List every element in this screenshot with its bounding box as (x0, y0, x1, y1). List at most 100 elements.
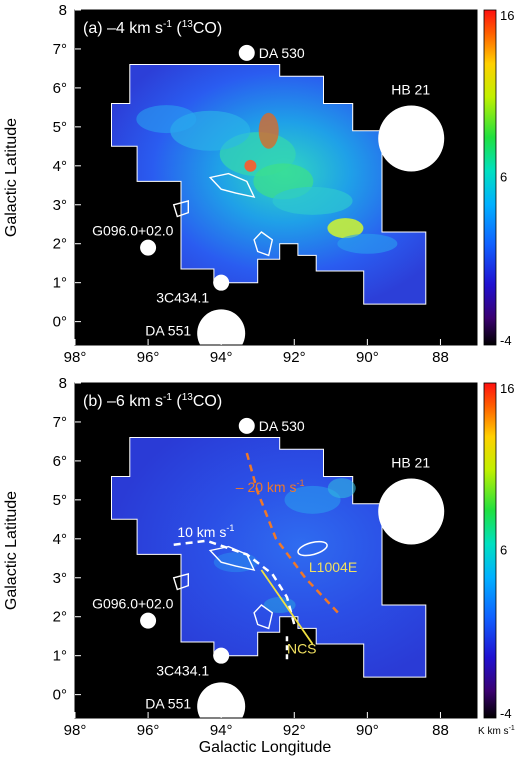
y-tick-label: 6° (53, 80, 67, 97)
panel-title: (b) –6 km s-1 (13CO) (83, 392, 222, 410)
x-tick-label: 90° (356, 349, 379, 366)
source-label: DA 551 (145, 695, 191, 711)
ncs-line (260, 569, 314, 645)
panel-title-iso: 13 (182, 392, 194, 403)
x-tick-label: 92° (283, 349, 306, 366)
y-tick-label: 2° (53, 236, 67, 253)
panel-title-tail: ( (172, 20, 182, 37)
velocity-arc-red (245, 452, 340, 614)
y-tick-label: 3° (53, 570, 67, 587)
emission-clump (136, 105, 197, 134)
y-tick-label: 3° (53, 197, 67, 214)
source-marker (238, 417, 255, 434)
source-label: 3C434.1 (156, 290, 209, 306)
panel-a: DA 530 HB 21 G096.0+02.0 3C434.1 DA 551 (a) –… (3, 2, 514, 366)
source-label: G096.0+02.0 (92, 596, 174, 612)
source-label: DA 530 (259, 45, 305, 61)
contour (253, 231, 274, 257)
ncs-label: NCS (287, 641, 317, 657)
y-tick-label: 4° (53, 158, 67, 175)
panel-title-end: CO) (193, 393, 222, 410)
panel-title: (a) –4 km s-1 (13CO) (83, 19, 222, 37)
x-tick-label: 96° (137, 722, 160, 739)
source-label: G096.0+02.0 (92, 223, 174, 239)
panel-title-sup: -1 (163, 19, 172, 30)
emission-clump (327, 478, 356, 499)
emission-clump (327, 218, 364, 239)
source-marker (378, 105, 445, 172)
panel-title-tail: ( (172, 393, 182, 410)
colorbar-unit-sup: -1 (509, 725, 515, 732)
y-tick-label: 7° (53, 41, 67, 58)
colorbar-tick-label: 6 (500, 170, 507, 185)
panel-title-iso: 13 (182, 19, 194, 30)
panel-title-end: CO) (193, 20, 222, 37)
x-tick-label: 92° (283, 722, 306, 739)
axes-frame (74, 382, 478, 719)
source-label: DA 530 (259, 418, 305, 434)
colorbar (483, 382, 497, 719)
colorbar-tick-label: -4 (500, 706, 512, 721)
y-tick-label: 1° (53, 275, 67, 292)
emission-clump (258, 112, 279, 149)
y-tick-label: 4° (53, 531, 67, 548)
y-tick-label: 8 (59, 2, 67, 19)
y-tick-label: 0° (53, 687, 67, 704)
y-tick-label: 7° (53, 414, 67, 431)
source-marker (378, 478, 445, 545)
y-tick-label: 2° (53, 609, 67, 626)
source-label: DA 551 (145, 322, 191, 338)
colorbar (483, 9, 497, 346)
colorbar-tick-label: 16 (500, 8, 514, 23)
emission-clump (337, 233, 398, 254)
emission-clump (284, 485, 341, 514)
source-marker (238, 44, 255, 61)
l1004e-label: L1004E (309, 559, 357, 575)
x-tick-label: 98° (64, 722, 87, 739)
x-tick-label: 90° (356, 722, 379, 739)
panel-title-sup: -1 (163, 392, 172, 403)
x-tick-label: 98° (64, 349, 87, 366)
contour (208, 172, 256, 198)
source-marker (213, 274, 230, 291)
source-marker (140, 612, 157, 629)
colorbar-tick-label: 16 (500, 381, 514, 396)
arc-white-label: 10 km s-1 (177, 523, 234, 540)
velocity-arc-white (173, 539, 296, 625)
contour (172, 199, 189, 218)
arc-white-label-sup: -1 (226, 523, 234, 533)
source-marker (213, 647, 230, 664)
x-axis-label: Galactic Longitude (199, 739, 332, 756)
colorbar-unit: K km s-1 (478, 725, 515, 737)
y-tick-label: 1° (53, 648, 67, 665)
x-tick-label: 88 (432, 722, 449, 739)
source-label: 3C434.1 (156, 663, 209, 679)
emission-clump (244, 159, 257, 172)
source-label: HB 21 (391, 455, 430, 471)
y-tick-label: 8 (59, 375, 67, 392)
source-label: HB 21 (391, 82, 430, 98)
y-tick-label: 6° (53, 453, 67, 470)
survey-footprint (111, 437, 427, 678)
contour (253, 604, 274, 630)
axes-frame (74, 9, 478, 346)
y-axis-label: Galactic Latitude (3, 118, 20, 237)
panel-b: DA 530 HB 21 G096.0+02.0 3C434.1 DA 551 – 20 … (3, 375, 515, 739)
x-tick-label: 94° (210, 349, 233, 366)
contour (172, 572, 189, 591)
y-axis-label: Galactic Latitude (3, 491, 20, 610)
emission-clump (272, 186, 353, 215)
y-tick-label: 5° (53, 119, 67, 136)
x-tick-label: 88 (432, 349, 449, 366)
x-tick-label: 94° (210, 722, 233, 739)
source-marker (140, 239, 157, 256)
y-tick-label: 0° (53, 314, 67, 331)
arc-red-label-sup: -1 (297, 478, 305, 488)
contour (208, 545, 256, 571)
colorbar-tick-label: -4 (500, 333, 512, 348)
emission-clump (213, 552, 258, 573)
colorbar-tick-label: 6 (500, 543, 507, 558)
arc-red-label: – 20 km s-1 (236, 478, 305, 495)
x-tick-label: 96° (137, 349, 160, 366)
